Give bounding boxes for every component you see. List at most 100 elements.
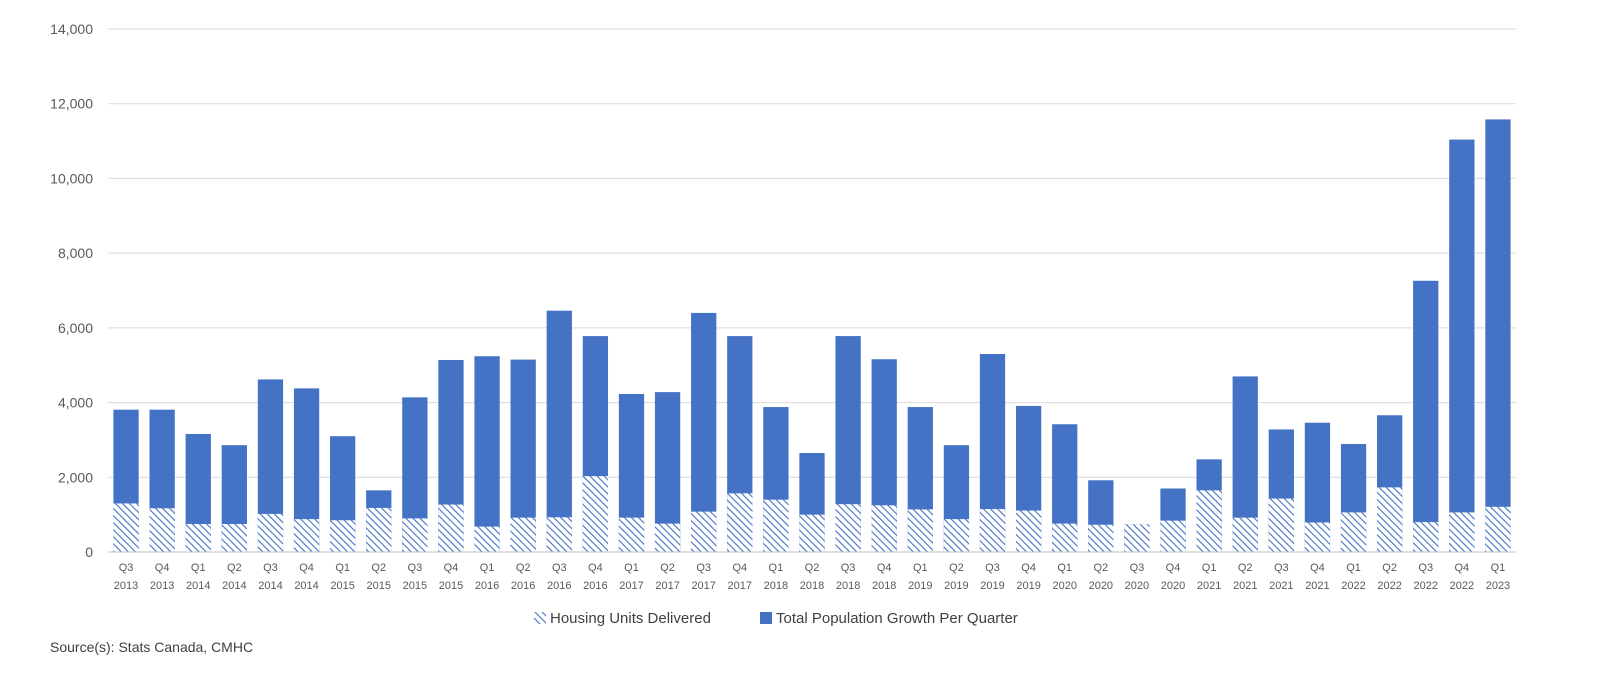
- x-tick-year: 2017: [655, 580, 679, 592]
- x-tick-year: 2020: [1052, 580, 1076, 592]
- x-tick-year: 2014: [294, 580, 318, 592]
- bar-housing-units: [1413, 522, 1439, 552]
- x-tick-quarter: Q1: [913, 562, 928, 574]
- x-tick-year: 2016: [583, 580, 607, 592]
- bar-housing-units: [293, 519, 320, 552]
- bar-housing-units: [618, 517, 645, 552]
- x-tick-quarter: Q3: [263, 562, 278, 574]
- x-tick-quarter: Q2: [227, 562, 242, 574]
- y-tick-label: 6,000: [58, 320, 93, 336]
- x-tick-year: 2015: [367, 580, 391, 592]
- x-tick-quarter: Q1: [1346, 562, 1361, 574]
- bar-housing-units: [1340, 512, 1367, 552]
- x-tick-quarter: Q4: [732, 562, 747, 574]
- x-tick-quarter: Q4: [1166, 562, 1181, 574]
- bar-housing-units: [185, 523, 211, 552]
- x-tick-quarter: Q3: [841, 562, 856, 574]
- y-tick-label: 0: [85, 544, 93, 560]
- x-tick-year: 2017: [728, 580, 752, 592]
- x-tick-quarter: Q1: [769, 562, 784, 574]
- x-tick-year: 2017: [691, 580, 715, 592]
- bar-housing-units: [330, 520, 356, 552]
- bars: [113, 119, 1511, 552]
- legend-label-housing-units: Housing Units Delivered: [550, 610, 711, 627]
- x-tick-year: 2016: [475, 580, 499, 592]
- bar-housing-units: [1015, 510, 1042, 552]
- x-tick-quarter: Q2: [949, 562, 964, 574]
- gridlines: [108, 28, 1516, 478]
- x-tick-year: 2015: [403, 580, 427, 592]
- x-tick-year: 2020: [1125, 580, 1149, 592]
- bar-housing-units: [1124, 524, 1150, 552]
- x-tick-quarter: Q2: [660, 562, 675, 574]
- y-tick-label: 10,000: [50, 170, 93, 186]
- x-tick-quarter: Q1: [335, 562, 350, 574]
- x-tick-quarter: Q2: [1382, 562, 1397, 574]
- x-tick-quarter: Q2: [1238, 562, 1253, 574]
- bar-housing-units: [1449, 512, 1475, 552]
- bar-housing-units: [1160, 520, 1186, 552]
- bar-housing-units: [691, 511, 717, 552]
- x-tick-year: 2018: [836, 580, 860, 592]
- x-tick-year: 2020: [1089, 580, 1113, 592]
- x-tick-quarter: Q4: [877, 562, 892, 574]
- x-tick-quarter: Q4: [444, 562, 459, 574]
- x-tick-quarter: Q4: [1455, 562, 1470, 574]
- bar-housing-units: [871, 505, 897, 552]
- bar-housing-units: [1304, 522, 1331, 552]
- bar-housing-units: [1232, 517, 1258, 552]
- x-tick-year: 2019: [908, 580, 932, 592]
- x-tick-quarter: Q1: [1491, 562, 1506, 574]
- bar-housing-units: [763, 499, 789, 552]
- y-tick-label: 4,000: [58, 395, 93, 411]
- bar-housing-units: [943, 519, 970, 552]
- y-tick-label: 14,000: [50, 21, 93, 37]
- x-tick-quarter: Q2: [516, 562, 531, 574]
- bar-housing-units: [113, 503, 139, 552]
- bar-housing-units: [149, 508, 175, 552]
- x-tick-quarter: Q1: [191, 562, 206, 574]
- bar-housing-units: [221, 523, 247, 552]
- x-tick-year: 2018: [872, 580, 896, 592]
- bar-housing-units: [1268, 498, 1294, 552]
- bar-housing-units: [402, 518, 428, 552]
- bar-housing-units: [510, 517, 536, 552]
- x-tick-year: 2013: [114, 580, 138, 592]
- x-tick-year: 2019: [944, 580, 968, 592]
- bar-housing-units: [257, 513, 284, 552]
- bar-housing-units: [907, 509, 933, 552]
- x-tick-quarter: Q4: [299, 562, 314, 574]
- y-tick-label: 8,000: [58, 245, 93, 261]
- x-tick-year: 2021: [1269, 580, 1293, 592]
- x-tick-year: 2021: [1197, 580, 1221, 592]
- bar-housing-units: [582, 476, 609, 552]
- x-tick-year: 2014: [258, 580, 282, 592]
- y-axis: 0 2,000 4,000 6,000 8,000 10,000 12,000 14,000: [50, 21, 93, 560]
- x-tick-year: 2020: [1161, 580, 1185, 592]
- bar-housing-units: [835, 504, 861, 552]
- x-tick-year: 2013: [150, 580, 174, 592]
- bar-housing-units: [1052, 523, 1078, 552]
- bar-housing-units: [1377, 487, 1403, 552]
- x-tick-year: 2017: [619, 580, 643, 592]
- x-tick-year: 2019: [1016, 580, 1040, 592]
- x-tick-year: 2015: [439, 580, 463, 592]
- bar-housing-units: [1485, 506, 1511, 552]
- bar-population-growth: [1449, 139, 1475, 552]
- x-tick-year: 2018: [800, 580, 824, 592]
- x-tick-year: 2022: [1414, 580, 1438, 592]
- x-tick-year: 2019: [980, 580, 1004, 592]
- x-tick-quarter: Q1: [1057, 562, 1072, 574]
- bar-housing-units: [438, 504, 464, 552]
- legend-label-population-growth: Total Population Growth Per Quarter: [776, 610, 1018, 627]
- x-tick-quarter: Q3: [1274, 562, 1289, 574]
- x-tick-quarter: Q4: [1310, 562, 1325, 574]
- x-tick-quarter: Q1: [1202, 562, 1217, 574]
- bar-population-growth: [1485, 119, 1511, 552]
- x-tick-quarter: Q3: [985, 562, 1000, 574]
- x-tick-quarter: Q4: [1021, 562, 1036, 574]
- bar-housing-units: [546, 517, 572, 552]
- bar-housing-units: [979, 509, 1006, 552]
- bar-housing-units: [727, 493, 753, 552]
